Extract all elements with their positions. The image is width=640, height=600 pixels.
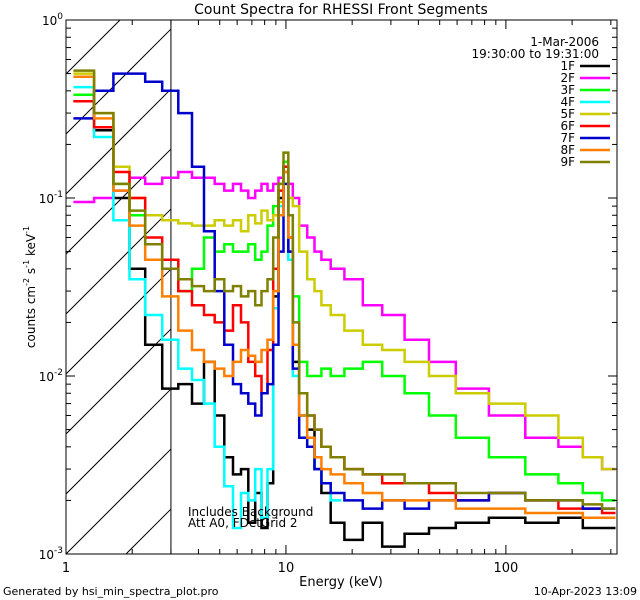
legend-label: 7F <box>560 131 575 145</box>
y-tick-label: 10-3 <box>39 546 63 562</box>
hatch-line <box>66 448 172 554</box>
legend-label: 8F <box>560 143 575 157</box>
plot-frame <box>65 19 618 555</box>
legend-label: 2F <box>560 71 575 85</box>
legend-label: 9F <box>560 155 575 169</box>
series-6F <box>73 99 616 515</box>
legend-label: 1F <box>560 59 575 73</box>
timestamp: 10-Apr-2023 13:09 <box>534 585 637 598</box>
legend-label: 3F <box>560 83 575 97</box>
hatched-region <box>66 0 172 554</box>
series-3F <box>73 93 616 502</box>
hatch-line <box>66 148 172 255</box>
x-axis-label: Energy (keV) <box>299 575 383 590</box>
hatch-line <box>66 388 172 495</box>
hatch-line <box>66 208 172 315</box>
annotation-background: Includes Background <box>188 505 313 519</box>
observation-date: 1-Mar-2006 <box>530 35 599 49</box>
x-tick-label: 100 <box>493 561 518 576</box>
x-tick-label: 1 <box>62 561 70 576</box>
hatch-line <box>66 268 172 375</box>
y-tick-label: 10-2 <box>39 368 63 384</box>
series-9F <box>73 69 616 510</box>
series-8F <box>73 75 616 519</box>
hatch-line <box>66 328 172 435</box>
generated-by: Generated by hsi_min_spectra_plot.pro <box>3 585 219 598</box>
hatch-line <box>66 20 121 75</box>
chart-title: Count Spectra for RHESSI Front Segments <box>194 2 488 18</box>
series-layer <box>73 69 616 548</box>
y-tick-label: 10-1 <box>39 190 63 206</box>
hatch-line <box>66 0 171 14</box>
time-range: 19:30:00 to 19:31:00 <box>472 47 599 61</box>
legend-label: 4F <box>560 95 575 109</box>
x-tick-label: 10 <box>278 561 295 576</box>
legend-label: 5F <box>560 107 575 121</box>
y-tick-label: 100 <box>42 12 63 28</box>
annotation-attenuator: Att A0, FDetGrid 2 <box>188 516 298 530</box>
hatch-line <box>66 28 172 135</box>
hatch-line <box>125 508 172 554</box>
series-7F <box>73 72 616 510</box>
y-axis-label: counts cm-2 s-1 keV-1 <box>22 226 38 348</box>
legend-label: 6F <box>560 119 575 133</box>
axis-ticks <box>65 20 617 555</box>
hatch-line <box>66 88 172 195</box>
